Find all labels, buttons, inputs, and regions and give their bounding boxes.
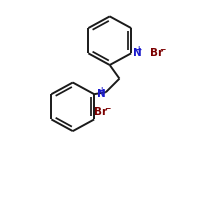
- Text: −: −: [104, 104, 111, 113]
- Text: +: +: [135, 45, 142, 54]
- Text: N: N: [96, 89, 105, 99]
- Text: Br: Br: [94, 107, 107, 117]
- Text: +: +: [98, 86, 105, 95]
- Text: Br: Br: [150, 48, 163, 58]
- Text: N: N: [133, 48, 142, 58]
- Text: −: −: [160, 45, 166, 54]
